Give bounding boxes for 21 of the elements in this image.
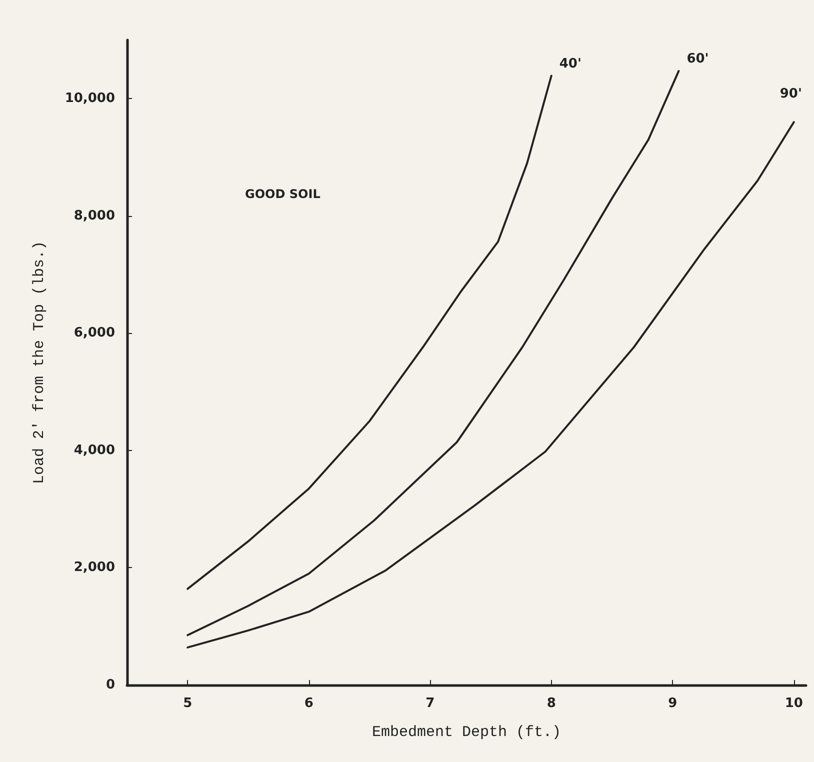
x-tick-label: 8 [546, 696, 556, 711]
x-tick-label: 7 [426, 696, 435, 711]
series-label: 40' [559, 56, 582, 72]
x-tick-label: 10 [784, 696, 803, 711]
y-tick-label: 0 [106, 678, 115, 692]
y-tick-label: 6,000 [74, 326, 115, 341]
x-axis-title: Embedment Depth (ft.) [372, 724, 562, 741]
line-series [186, 70, 680, 636]
y-tick-label: 4,000 [74, 442, 115, 458]
x-tick-label: 6 [304, 696, 314, 711]
x-tick-label: 5 [183, 696, 192, 711]
y-axis-title: Load 2' from the Top (lbs.) [31, 240, 48, 484]
line-series [186, 121, 795, 648]
annotation: GOOD SOIL [245, 187, 321, 201]
y-tick-label: 10,000 [64, 91, 115, 106]
line-series [186, 74, 552, 590]
series-label: 90' [780, 86, 802, 102]
x-tick-label: 9 [668, 696, 678, 711]
series-label: 60' [686, 52, 709, 67]
y-tick-label: 2,000 [74, 560, 115, 576]
y-tick-label: 8,000 [74, 208, 115, 224]
